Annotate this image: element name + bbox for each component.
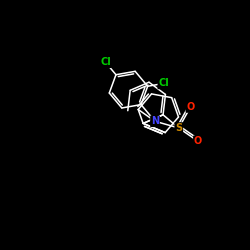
Text: O: O (194, 136, 202, 146)
Text: Cl: Cl (158, 78, 169, 88)
Text: S: S (175, 123, 182, 133)
Text: O: O (186, 102, 194, 112)
Text: Cl: Cl (100, 57, 111, 67)
Text: N: N (151, 116, 159, 126)
